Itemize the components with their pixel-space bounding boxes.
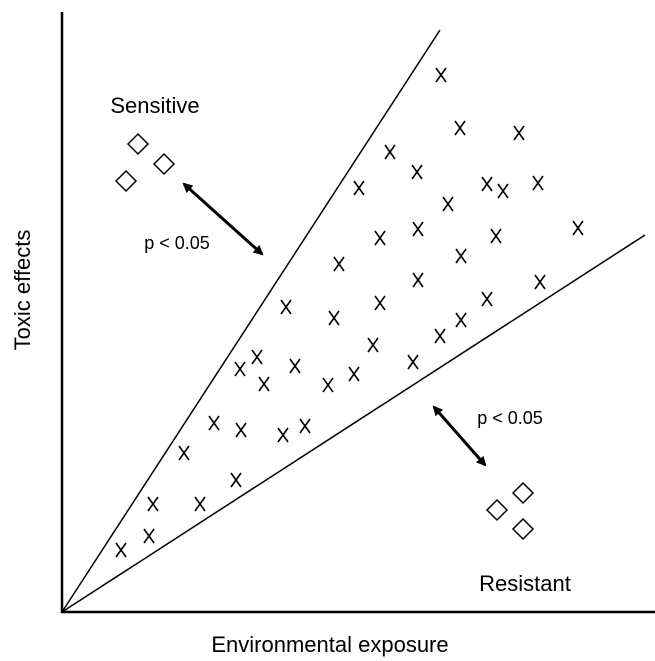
x-marker	[513, 125, 525, 141]
x-marker	[289, 358, 301, 374]
x-marker	[328, 310, 340, 326]
resistant-arrow	[432, 405, 487, 467]
x-marker	[490, 228, 502, 244]
diamond	[485, 498, 509, 522]
sensitive-significance: p < 0.05	[144, 233, 210, 253]
x-marker	[251, 349, 263, 365]
x-marker	[442, 196, 454, 212]
lower-bound-line	[61, 234, 646, 613]
x-marker	[115, 542, 127, 558]
x-marker	[353, 180, 365, 196]
x-marker	[235, 422, 247, 438]
x-marker	[497, 183, 509, 199]
resistant-diamonds	[485, 481, 535, 541]
x-marker	[481, 176, 493, 192]
diamond	[511, 481, 535, 505]
resistant-label: Resistant	[479, 571, 571, 596]
x-marker	[348, 366, 360, 382]
diamond	[114, 169, 138, 193]
x-marker	[374, 230, 386, 246]
x-marker	[412, 272, 424, 288]
observations	[115, 67, 584, 558]
x-marker	[194, 496, 206, 512]
x-marker	[481, 291, 493, 307]
x-marker	[333, 256, 345, 272]
x-marker	[455, 248, 467, 264]
x-marker	[322, 377, 334, 393]
x-marker	[532, 175, 544, 191]
x-marker	[572, 220, 584, 236]
x-marker	[374, 295, 386, 311]
sensitive-label: Sensitive	[110, 93, 199, 118]
x-marker	[454, 120, 466, 136]
x-marker	[258, 376, 270, 392]
upper-bound-line	[61, 29, 441, 613]
x-marker	[208, 415, 220, 431]
x-marker	[412, 221, 424, 237]
x-marker	[407, 354, 419, 370]
x-marker	[455, 312, 467, 328]
diamond	[126, 132, 150, 156]
x-marker	[435, 67, 447, 83]
x-marker	[277, 427, 289, 443]
x-marker	[230, 472, 242, 488]
x-axis-label: Environmental exposure	[211, 632, 448, 657]
resistant-significance: p < 0.05	[477, 408, 543, 428]
x-marker	[234, 361, 246, 377]
sensitive-arrow	[182, 182, 264, 256]
x-marker	[147, 496, 159, 512]
x-marker	[434, 328, 446, 344]
x-marker	[411, 164, 423, 180]
x-marker	[143, 528, 155, 544]
x-marker	[299, 418, 311, 434]
diamond	[152, 152, 176, 176]
x-marker	[534, 274, 546, 290]
sensitive-diamonds	[114, 132, 176, 193]
x-marker	[280, 299, 292, 315]
x-marker	[178, 445, 190, 461]
y-axis-label: Toxic effects	[10, 230, 35, 351]
x-marker	[384, 144, 396, 160]
x-marker	[367, 337, 379, 353]
diamond	[511, 517, 535, 541]
